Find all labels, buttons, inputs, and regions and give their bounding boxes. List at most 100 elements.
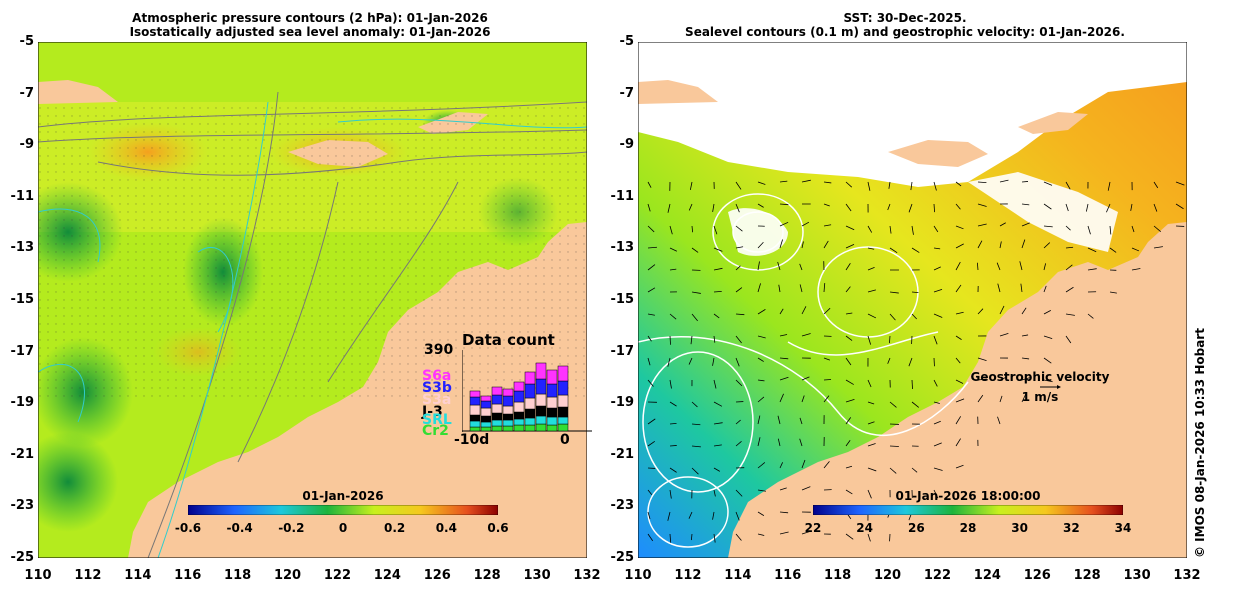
- data-count-bar: [502, 425, 514, 432]
- velocity-arrow: [845, 417, 852, 425]
- pressure-contour: [147, 91, 279, 558]
- left-lon-label: 110: [24, 568, 52, 583]
- velocity-arrow: [1021, 357, 1030, 360]
- data-count-bar: [502, 405, 514, 415]
- right-lat-label: -13: [610, 240, 635, 256]
- velocity-arrow: [933, 203, 935, 213]
- velocity-arrow: [867, 489, 872, 499]
- velocity-arrow: [713, 533, 716, 543]
- velocity-arrow: [1021, 239, 1026, 249]
- left-lon-label: 114: [124, 568, 152, 583]
- velocity-arrow: [757, 357, 764, 362]
- velocity-arrow: [867, 443, 876, 447]
- velocity-arrow: [801, 376, 810, 381]
- right-lat-label: -11: [610, 188, 635, 204]
- velocity-arrow: [867, 247, 875, 250]
- data-count-start: -10d: [454, 432, 490, 448]
- velocity-arrow: [669, 489, 672, 499]
- velocity-arrow: [823, 203, 830, 207]
- velocity-arrow: [1153, 246, 1163, 249]
- velocity-arrow: [867, 533, 871, 542]
- velocity-arrow: [933, 225, 939, 233]
- velocity-arrow: [801, 333, 811, 337]
- velocity-arrow: [647, 264, 656, 271]
- velocity-arrow: [999, 222, 1006, 227]
- velocity-arrow: [779, 462, 784, 469]
- pressure-contour-cyan: [157, 101, 269, 558]
- right-lon-label: 110: [624, 568, 652, 583]
- pressure-contour-cyan: [337, 118, 587, 129]
- left-colorbar-tick: 0: [338, 521, 348, 535]
- velocity-arrow: [1065, 335, 1072, 344]
- left-map-panel: [38, 42, 587, 558]
- velocity-arrow: [823, 357, 831, 361]
- data-count-bar: [502, 419, 514, 427]
- right-lat-label: -21: [610, 446, 635, 462]
- velocity-arrow: [688, 357, 693, 365]
- velocity-arrow: [977, 262, 979, 271]
- sat-s6a: S6a: [422, 368, 452, 384]
- velocity-arrow: [977, 378, 987, 381]
- velocity-arrow: [1065, 286, 1074, 293]
- data-count-bar: [491, 386, 503, 396]
- right-lat-label: -23: [610, 498, 635, 514]
- velocity-arrow: [669, 533, 672, 543]
- data-count-bar: [513, 418, 525, 426]
- velocity-arrow: [1043, 335, 1053, 340]
- velocity-arrow: [735, 265, 741, 271]
- velocity-arrow: [845, 335, 853, 341]
- left-lon-label: 122: [323, 568, 352, 583]
- velocity-arrow: [908, 203, 913, 213]
- velocity-arrow: [1021, 334, 1029, 337]
- velocity-arrow: [867, 313, 877, 319]
- data-count-bar: [546, 416, 558, 426]
- velocity-arrow: [1109, 225, 1112, 235]
- data-count-bar: [524, 408, 536, 419]
- velocity-arrow: [955, 398, 965, 403]
- data-count-bar: [469, 390, 481, 398]
- velocity-arrow: [823, 283, 826, 293]
- data-count-bar: [557, 380, 569, 396]
- velocity-arrow: [713, 444, 722, 447]
- velocity-arrow: [911, 313, 917, 320]
- velocity-arrow: [757, 462, 766, 469]
- velocity-arrow: [955, 335, 962, 340]
- velocity-arrow: [845, 225, 855, 231]
- velocity-arrow: [889, 401, 897, 408]
- velocity-arrow: [888, 181, 891, 189]
- data-count-bar: [480, 426, 492, 432]
- velocity-arrow: [999, 395, 1003, 403]
- velocity-arrow: [955, 181, 962, 187]
- velocity-arrow: [777, 261, 781, 271]
- velocity-arrow: [933, 401, 940, 404]
- velocity-arrow: [867, 225, 873, 233]
- velocity-arrow: [757, 379, 765, 382]
- velocity-arrow: [713, 313, 720, 319]
- velocity-arrow: [908, 357, 913, 367]
- velocity-arrow: [845, 203, 852, 212]
- velocity-arrow: [1131, 247, 1140, 252]
- sealevel-contour: [787, 331, 939, 356]
- velocity-arrow: [823, 181, 832, 184]
- velocity-arrow: [647, 489, 653, 496]
- velocity-arrow: [799, 438, 803, 447]
- data-count-bar: [513, 401, 525, 413]
- velocity-arrow: [647, 181, 652, 188]
- velocity-arrow: [757, 396, 765, 403]
- velocity-arrow: [845, 533, 854, 540]
- velocity-arrow: [647, 246, 657, 249]
- left-lat-label: -9: [19, 137, 34, 153]
- data-count-bar: [502, 395, 514, 407]
- velocity-arrow: [801, 395, 805, 403]
- velocity-arrow: [845, 489, 853, 495]
- right-land-timor: [1018, 112, 1088, 134]
- velocity-arrow: [955, 225, 964, 230]
- data-count-bar: [524, 397, 536, 410]
- velocity-arrow: [757, 489, 767, 492]
- velocity-arrow: [647, 287, 656, 293]
- velocity-arrow: [1043, 285, 1047, 293]
- velocity-arrow: [669, 247, 678, 252]
- sealevel-contour: [732, 211, 784, 253]
- data-count-bar: [469, 420, 481, 428]
- right-lat-label: -15: [610, 292, 635, 307]
